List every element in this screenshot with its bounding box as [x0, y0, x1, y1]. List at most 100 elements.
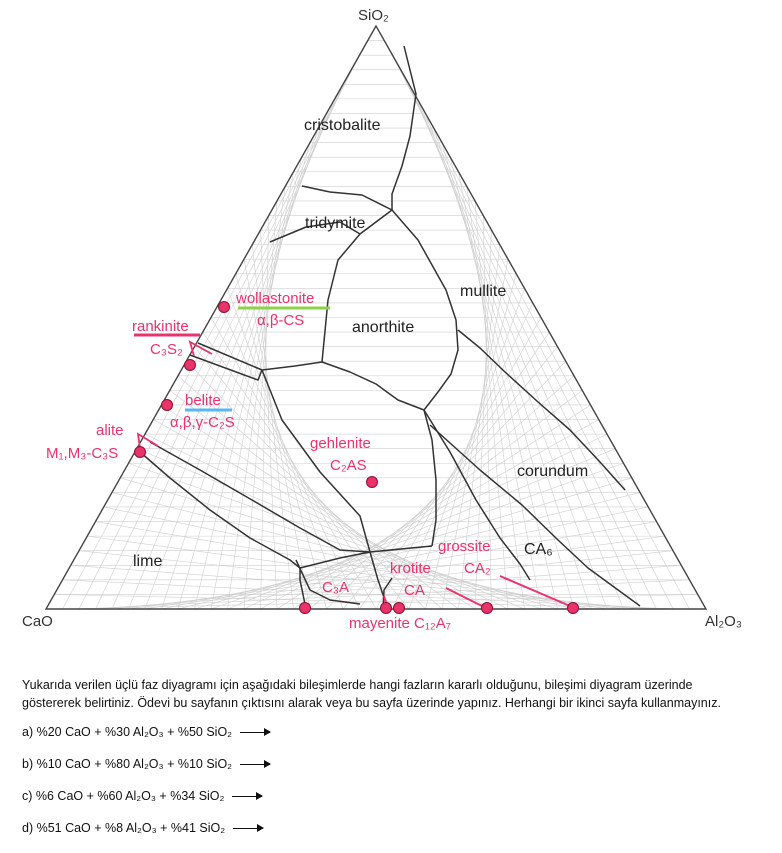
grid-line	[458, 244, 501, 609]
point-rankinite	[184, 359, 196, 371]
boundary-grossite-left	[423, 409, 531, 581]
grossite-pointer	[499, 575, 571, 607]
label-alite: alite	[96, 422, 124, 439]
label-rankinite-formula: C₃S₂	[150, 341, 183, 358]
boundary-anorthite-gehlenite	[321, 361, 425, 411]
grid-line	[78, 550, 641, 609]
boundary-alite-lime	[139, 451, 301, 569]
grid-line	[153, 419, 492, 609]
boundary-gehlenite-lower	[423, 409, 437, 547]
triangle-outline	[44, 24, 708, 610]
grid-line	[416, 98, 624, 609]
question-d-label: d) %51 CaO + %8 Al₂O₃ + %41 SiO₂	[22, 821, 226, 835]
label-c3a: C₃A	[322, 579, 349, 596]
boundary-cristobalite-tridymite	[301, 185, 393, 211]
arrow-right-icon	[240, 759, 272, 768]
grid-line	[169, 390, 459, 609]
grid-line	[400, 69, 657, 609]
grid-line	[441, 259, 509, 609]
label-lime: lime	[133, 553, 162, 570]
corner-label-al2o3: Al₂O₃	[705, 613, 742, 630]
boundary-rankinite-top	[197, 342, 263, 371]
label-grossite: grossite	[438, 538, 491, 555]
question-b: b) %10 CaO + %80 Al₂O₃ + %10 SiO₂	[22, 755, 272, 773]
grid-line	[466, 186, 525, 609]
label-belite: belite	[185, 392, 221, 409]
label-tridymite: tridymite	[305, 215, 366, 232]
boundary-rankinite-bottom	[189, 354, 263, 381]
question-c: c) %6 CaO + %60 Al₂O₃ + %34 SiO₂	[22, 787, 264, 805]
point-ca6	[567, 602, 579, 614]
boundary-grossite-right	[429, 424, 641, 607]
question-c-label: c) %6 CaO + %60 Al₂O₃ + %34 SiO₂	[22, 789, 225, 803]
boundary-c3a-region	[369, 545, 433, 553]
boundary-wollastonite-rankinite	[261, 361, 323, 371]
point-gehlenite	[366, 476, 378, 488]
label-corundum: corundum	[517, 463, 588, 480]
corner-label-sio2: SiO₂	[358, 7, 389, 24]
grid-line	[202, 331, 393, 609]
grid-line	[136, 448, 525, 609]
point-krotite	[393, 602, 405, 614]
label-krotite: krotite	[390, 560, 431, 577]
label-gehlenite-formula: C₂AS	[330, 457, 367, 474]
grid-line	[128, 462, 542, 609]
point-alite	[134, 446, 146, 458]
boundary-c3a-bottom	[299, 551, 371, 569]
phase-boundaries	[139, 45, 641, 610]
krotite-pointer	[445, 587, 487, 609]
label-belite-formula: α,β,γ-C₂S	[170, 414, 235, 431]
alite-arrow-marker	[136, 432, 159, 449]
arrow-right-icon	[240, 727, 272, 736]
grid-line	[482, 215, 492, 609]
label-anorthite: anorthite	[352, 319, 414, 336]
question-d: d) %51 CaO + %8 Al₂O₃ + %41 SiO₂	[22, 819, 265, 837]
grid-line	[177, 375, 443, 609]
compound-points	[134, 301, 579, 614]
question-b-label: b) %10 CaO + %80 Al₂O₃ + %10 SiO₂	[22, 757, 233, 771]
grid-line	[392, 302, 534, 609]
boundary-tridymite-mullite	[359, 209, 393, 235]
grid-line	[144, 433, 509, 609]
grid-line	[474, 230, 492, 609]
label-wollastonite-formula: α,β-CS	[257, 312, 304, 329]
label-alite-formula: M₁,M₃-C₃S	[46, 445, 118, 462]
grid-line	[408, 84, 641, 609]
boundary-tridymite-wollastonite	[269, 221, 361, 243]
arrow-right-icon	[233, 823, 265, 832]
grid-line	[161, 404, 476, 609]
point-mayenite	[380, 602, 392, 614]
grid-line	[95, 521, 608, 609]
question-a-label: a) %20 CaO + %30 Al₂O₃ + %50 SiO₂	[22, 725, 233, 739]
grid-line	[425, 113, 608, 609]
grid-line	[392, 55, 674, 609]
grid-line	[449, 157, 558, 609]
boundary-cristobalite-right	[391, 45, 417, 210]
boundary-belite-gehlenite	[261, 369, 371, 553]
boundary-lime-c3a	[299, 568, 307, 610]
label-cristobalite: cristobalite	[304, 117, 381, 134]
ternary-phase-diagram: SiO₂ CaO Al₂O₃ cristobalite tridymite mu…	[22, 7, 742, 632]
label-wollastonite: wollastonite	[235, 290, 314, 307]
boundary-wollastonite-anorthite	[321, 233, 361, 363]
grid-line	[433, 127, 591, 609]
point-c3a	[299, 602, 311, 614]
label-krotite-formula: CA	[404, 582, 425, 599]
label-mullite: mullite	[460, 283, 506, 300]
corner-label-cao: CaO	[22, 613, 53, 630]
label-ca6: CA₆	[524, 541, 553, 558]
boundary-lime-c3a-curve	[295, 559, 361, 605]
instructions-line-1: Yukarıda verilen üçlü faz diyagramı için…	[22, 678, 693, 692]
boundary-mullite-anorthite	[391, 209, 459, 411]
grid-line	[383, 40, 690, 609]
grid-line	[458, 171, 542, 609]
label-mayenite: mayenite C₁₂A₇	[349, 615, 451, 632]
point-belite	[161, 399, 173, 411]
rankinite-arrow-marker	[188, 340, 213, 357]
label-gehlenite: gehlenite	[310, 435, 371, 452]
grid-line	[120, 477, 558, 609]
grid-line	[210, 317, 377, 609]
grid-line	[425, 273, 517, 609]
boundary-alite-belite	[149, 441, 371, 553]
instructions-line-2: göstererek belirtiniz. Ödevi bu sayfanın…	[22, 696, 721, 710]
